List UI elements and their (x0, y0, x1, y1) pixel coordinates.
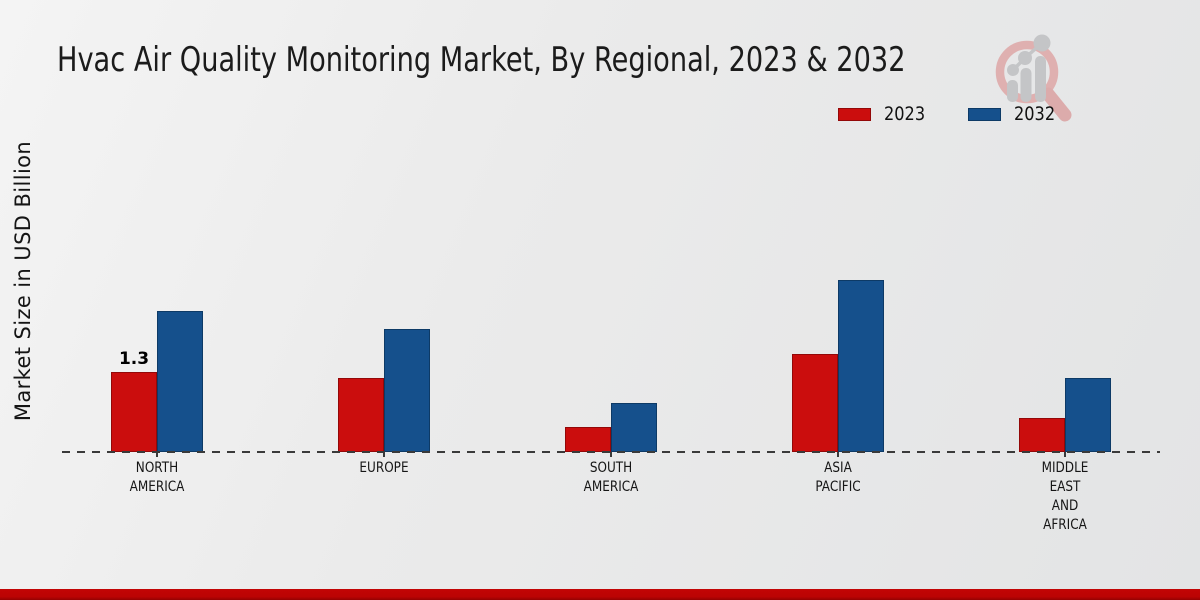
bar-value-label: 1.3 (118, 349, 150, 369)
x-axis-label-europe: EUROPE (359, 460, 409, 476)
legend-swatch-2032 (968, 107, 1002, 121)
x-axis-tick-north-america (156, 452, 158, 457)
x-axis-tick-asia-pacific (837, 452, 839, 457)
bar-2032-north-america (157, 311, 203, 452)
legend-item-2032: 2032 (968, 103, 1062, 125)
x-axis-tick-south-america (610, 452, 612, 457)
bar-2032-south-america (611, 403, 657, 452)
bottom-accent-bar (0, 589, 1200, 600)
bar-2023-asia-pacific (792, 354, 838, 452)
bar-2032-asia-pacific (838, 280, 884, 452)
x-axis-label-south-america: SOUTH AMERICA (583, 460, 639, 495)
legend-label-2032: 2032 (1014, 103, 1056, 125)
x-axis-label-middle-east-and-africa: MIDDLE EAST AND AFRICA (1041, 460, 1089, 533)
bar-2023-middle-east-and-africa (1019, 418, 1065, 452)
magnifier-chart-watermark-logo (995, 34, 1072, 122)
x-axis-label-asia-pacific: ASIA PACIFIC (815, 460, 861, 495)
x-axis-tick-europe (383, 452, 385, 457)
bar-2032-europe (384, 329, 430, 452)
legend-item-2023: 2023 (838, 103, 932, 125)
chart-title: Hvac Air Quality Monitoring Market, By R… (57, 40, 906, 80)
legend-label-2023: 2023 (884, 103, 926, 125)
legend: 2023 2032 (838, 103, 1063, 125)
bar-2023-europe (338, 378, 384, 452)
x-axis-label-north-america: NORTH AMERICA (129, 460, 185, 495)
legend-swatch-2023 (838, 107, 871, 121)
bar-2023-north-america (111, 372, 157, 452)
bar-2032-middle-east-and-africa (1065, 378, 1111, 452)
x-axis-tick-middle-east-and-africa (1064, 452, 1066, 457)
bar-2023-south-america (565, 427, 611, 452)
